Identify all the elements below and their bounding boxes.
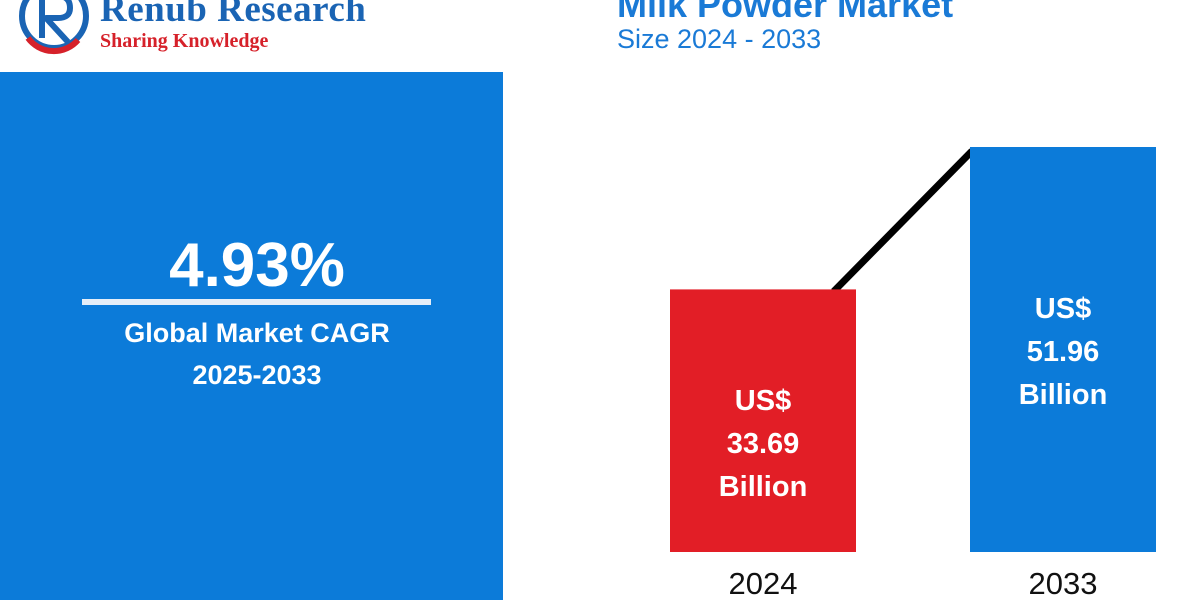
cagr-panel: 4.93% Global Market CAGR 2025-2033 <box>0 72 503 600</box>
trend-line <box>831 148 975 294</box>
brand-tagline: Sharing Knowledge <box>100 30 269 52</box>
cagr-label: Global Market CAGR 2025-2033 <box>0 312 514 396</box>
bar-value-label-line: US$ <box>1034 293 1092 325</box>
bar-value-label-line: 51.96 <box>1026 336 1100 368</box>
cagr-value: 4.93% <box>169 231 345 300</box>
cagr-label-line2: 2025-2033 <box>192 360 322 390</box>
renub-logo-icon <box>19 0 89 55</box>
bar-value-label-line: US$ <box>734 385 792 417</box>
bar-value-label-line: Billion <box>1018 379 1108 411</box>
bar-2024 <box>670 289 856 552</box>
cagr-label-line1: Global Market CAGR <box>124 318 390 348</box>
bar-value-label-2024: US$ 33.69 Billion <box>670 380 856 509</box>
bar-2033 <box>970 147 1156 552</box>
bar-value-label-line: Billion <box>718 471 808 503</box>
brand-logo: Renub Research Sharing Knowledge <box>0 0 420 60</box>
cagr-divider <box>82 299 431 305</box>
brand-name: Renub Research <box>100 0 367 30</box>
chart-title: Milk Powder Market <box>617 0 954 25</box>
bar-value-label-line: 33.69 <box>726 428 800 460</box>
chart-subtitle: Size 2024 - 2033 <box>617 24 822 54</box>
x-tick-label-2024: 2024 <box>728 566 798 601</box>
x-tick-label-2033: 2033 <box>1028 566 1098 601</box>
bar-value-label-2033: US$ 51.96 Billion <box>970 288 1156 417</box>
